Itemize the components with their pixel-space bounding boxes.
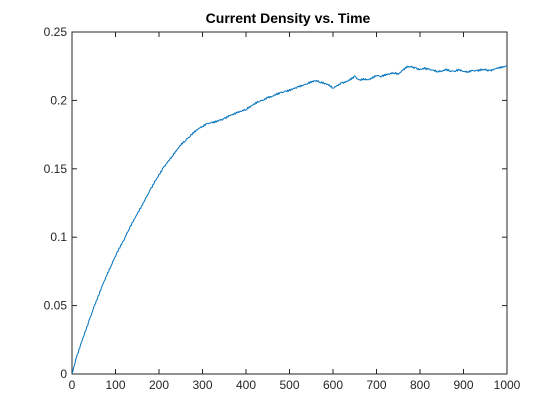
y-axis: 0 0.05 0.1 0.15 0.2 0.25 — [44, 25, 507, 381]
x-tick-label: 900 — [453, 378, 473, 392]
y-tick-label: 0 — [60, 367, 67, 381]
y-tick-label: 0.05 — [44, 299, 68, 313]
y-tick-label: 0.1 — [50, 230, 67, 244]
axes-box — [71, 31, 508, 375]
y-tick-label: 0.2 — [50, 93, 67, 107]
y-tick-label: 0.15 — [44, 162, 68, 176]
plot-area: 0 100 200 300 400 500 600 700 800 900 1000 0 0.05 0.… — [44, 25, 521, 392]
x-tick-label: 300 — [192, 378, 212, 392]
series-layer — [71, 65, 508, 375]
x-tick-label: 700 — [366, 378, 386, 392]
x-axis: 0 100 200 300 400 500 600 700 800 900 1000 — [69, 32, 521, 392]
chart-title: Current Density vs. Time — [206, 10, 371, 26]
x-tick-label: 400 — [236, 378, 256, 392]
x-tick-label: 500 — [279, 378, 299, 392]
x-tick-label: 200 — [149, 378, 169, 392]
x-tick-label: 0 — [69, 378, 76, 392]
x-tick-label: 100 — [105, 378, 125, 392]
x-tick-label: 600 — [323, 378, 343, 392]
series-line — [71, 65, 508, 375]
x-tick-label: 1000 — [494, 378, 521, 392]
x-tick-label: 800 — [410, 378, 430, 392]
y-tick-label: 0.25 — [44, 25, 68, 39]
